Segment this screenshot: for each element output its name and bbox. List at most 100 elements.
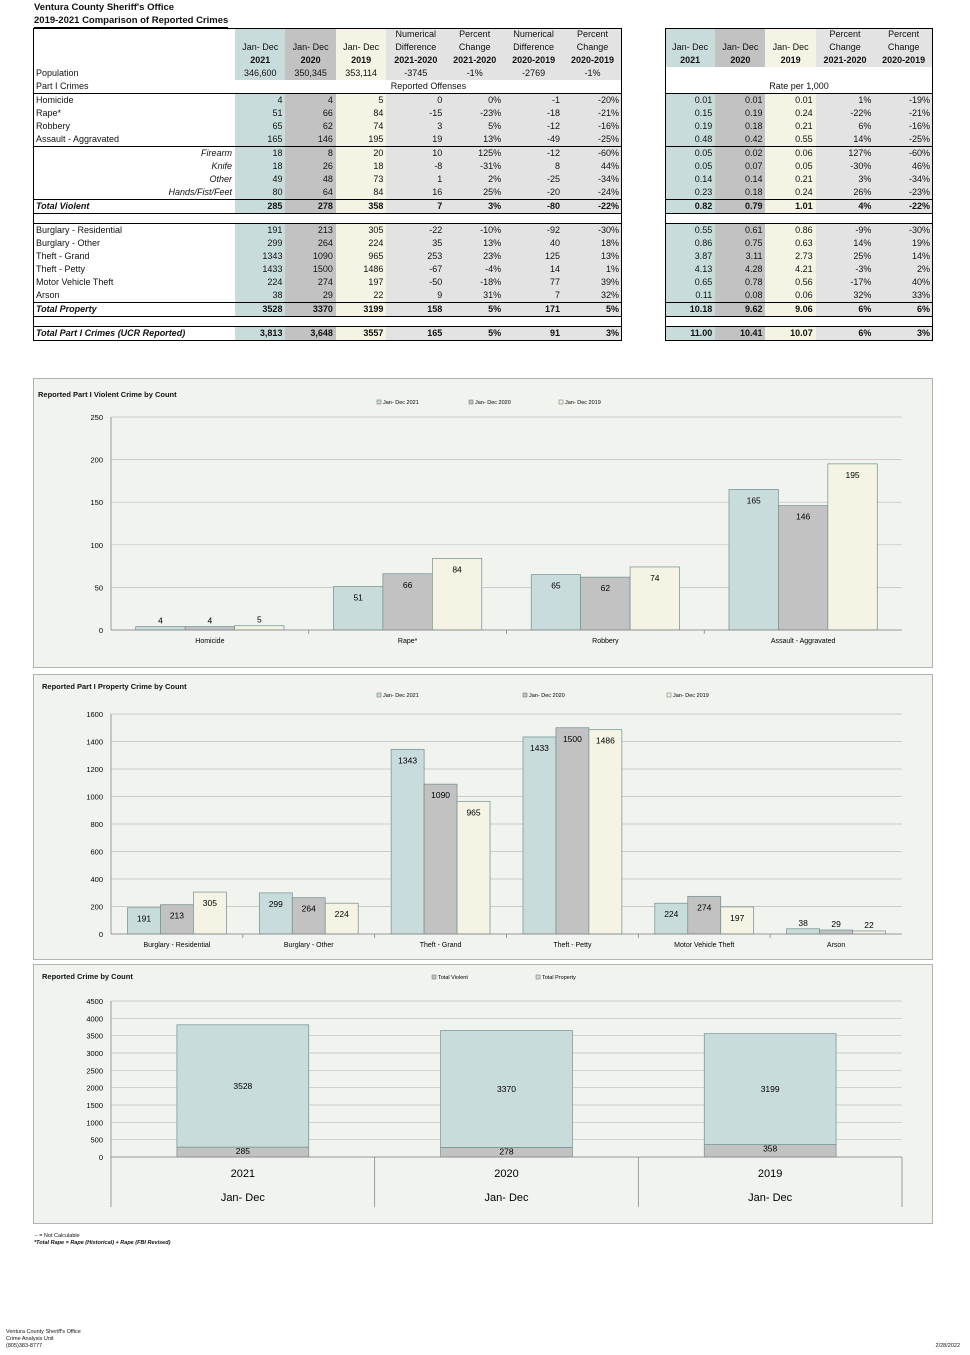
spacer-row: [33, 214, 622, 224]
column-header: 2020-2019: [504, 54, 564, 67]
bar-jan--dec-2021: [390, 748, 425, 935]
row-value: 9: [386, 289, 446, 303]
row-value: 19%: [874, 237, 933, 250]
row-value: 9.62: [715, 302, 766, 317]
row-value: 3.87: [665, 250, 716, 263]
y-tick-label: 1600: [86, 710, 103, 719]
bar-jan--dec-2019: [324, 902, 359, 935]
column-header: 2020-2019: [874, 54, 933, 67]
row-value: 146: [285, 133, 336, 147]
row-value: 0.48: [665, 133, 716, 147]
stack-total-property: [440, 1030, 573, 1148]
x-category-label: Homicide: [195, 638, 224, 645]
column-header: Jan- Dec: [765, 41, 816, 54]
row-value: 8: [504, 160, 564, 173]
row-value: 0.14: [715, 173, 766, 186]
row-value: 1343: [235, 250, 286, 263]
row-value: -25: [504, 173, 564, 186]
data-label: 191: [137, 914, 151, 924]
column-header: Change: [445, 41, 505, 54]
bar-jan--dec-2020: [778, 505, 829, 631]
data-label: 1343: [398, 755, 417, 765]
column-header: Jan- Dec: [665, 41, 716, 54]
table-row: Homicide 4 4 5 0 0% -1 -20%: [33, 93, 622, 107]
data-label: 224: [664, 909, 678, 919]
rate-table: Percent Percent Jan- Dec Jan- Dec Jan- Dec Ch…: [665, 28, 933, 341]
x-category-label: Burglary - Other: [284, 942, 334, 949]
row-value: 18: [335, 160, 387, 173]
x-category-label: Assault - Aggravated: [771, 638, 836, 645]
row-value: 0%: [445, 93, 505, 107]
table-row: Theft - Grand 1343 1090 965 253 23% 125 13%: [33, 250, 622, 263]
row-value: 0.18: [715, 186, 766, 200]
data-label: 3199: [761, 1084, 780, 1094]
bar-jan--dec-2019: [720, 906, 755, 935]
row-value: 0.05: [665, 160, 716, 173]
y-tick-label: 3000: [86, 1049, 103, 1058]
label-cell: [33, 54, 235, 67]
bar-jan--dec-2020: [580, 576, 631, 631]
column-header: 2019: [765, 54, 816, 67]
data-label: 285: [236, 1146, 250, 1156]
table-row: 0.65 0.78 0.56 -17% 40%: [665, 276, 933, 289]
row-value: 0.19: [665, 120, 716, 133]
table-row: Other 49 48 73 1 2% -25 -34%: [33, 173, 622, 186]
table-row: 10.18 9.62 9.06 6% 6%: [665, 302, 933, 317]
spacer-row: [665, 214, 933, 224]
column-header: Difference: [386, 41, 446, 54]
table-row: 0.48 0.42 0.55 14% -25%: [665, 133, 933, 147]
row-value: 0.82: [665, 199, 716, 214]
row-value: 3,648: [285, 326, 336, 341]
table-row: Knife 18 26 18 -8 -31% 8 44%: [33, 160, 622, 173]
row-value: -80: [504, 199, 564, 214]
row-value: 0.65: [665, 276, 716, 289]
table-row: Hands/Fist/Feet 80 64 84 16 25% -20 -24%: [33, 186, 622, 200]
column-header: 2021-2020: [386, 54, 446, 67]
data-label: 65: [551, 581, 561, 591]
column-header: Difference: [504, 41, 564, 54]
column-header: 2021-2020: [445, 54, 505, 67]
table-row: Burglary - Residential 191 213 305 -22 -10% -9…: [33, 223, 622, 237]
row-value: 0.19: [715, 107, 766, 120]
row-value: 74: [335, 120, 387, 133]
table-row: Rape* 51 66 84 -15 -23% -18 -21%: [33, 107, 622, 120]
x-category-label: 2020: [494, 1168, 518, 1180]
bar-jan--dec-2020: [423, 783, 458, 935]
row-value: 3%: [874, 326, 933, 341]
column-header: 2021-2020: [815, 54, 875, 67]
row-value: 73: [335, 173, 387, 186]
row-value: 0.06: [765, 146, 816, 160]
row-value: 3%: [815, 173, 875, 186]
row-value: 195: [335, 133, 387, 147]
row-value: 0.07: [715, 160, 766, 173]
y-tick-label: 4500: [86, 997, 103, 1006]
row-value: 165: [235, 133, 286, 147]
row-value: 0.42: [715, 133, 766, 147]
data-label: 5: [257, 615, 262, 625]
empty-cell: [874, 67, 933, 80]
row-label: Burglary - Residential: [33, 223, 235, 237]
label-cell: [33, 28, 235, 41]
y-tick-label: 1000: [86, 1118, 103, 1127]
bar-jan--dec-2021: [522, 736, 557, 935]
y-tick-label: 4000: [86, 1014, 103, 1023]
column-header: [235, 28, 286, 41]
row-value: 14%: [815, 237, 875, 250]
row-label: Theft - Petty: [36, 264, 86, 274]
row-value: 18: [235, 160, 286, 173]
property-crime-chart: 0 200 400 600 800 1000 1200 1400 1600 191 213 305 Bu…: [86, 692, 902, 949]
column-header: [665, 28, 716, 41]
row-value: 253: [386, 250, 446, 263]
row-label: Burglary - Other: [36, 238, 101, 248]
row-value: 11.00: [665, 326, 716, 341]
population-row: [665, 67, 933, 80]
column-header: 2019: [335, 54, 387, 67]
table-row: Total Property 3528 3370 3199 158 5% 171 5%: [33, 302, 622, 317]
spacer-row: [33, 317, 622, 327]
y-tick-label: 1200: [86, 765, 103, 774]
column-header: Numerical: [386, 28, 446, 41]
population-label: Population: [36, 68, 79, 78]
y-tick-label: 50: [95, 583, 103, 592]
row-value: 38: [235, 289, 286, 303]
spacer-row: [665, 317, 933, 327]
